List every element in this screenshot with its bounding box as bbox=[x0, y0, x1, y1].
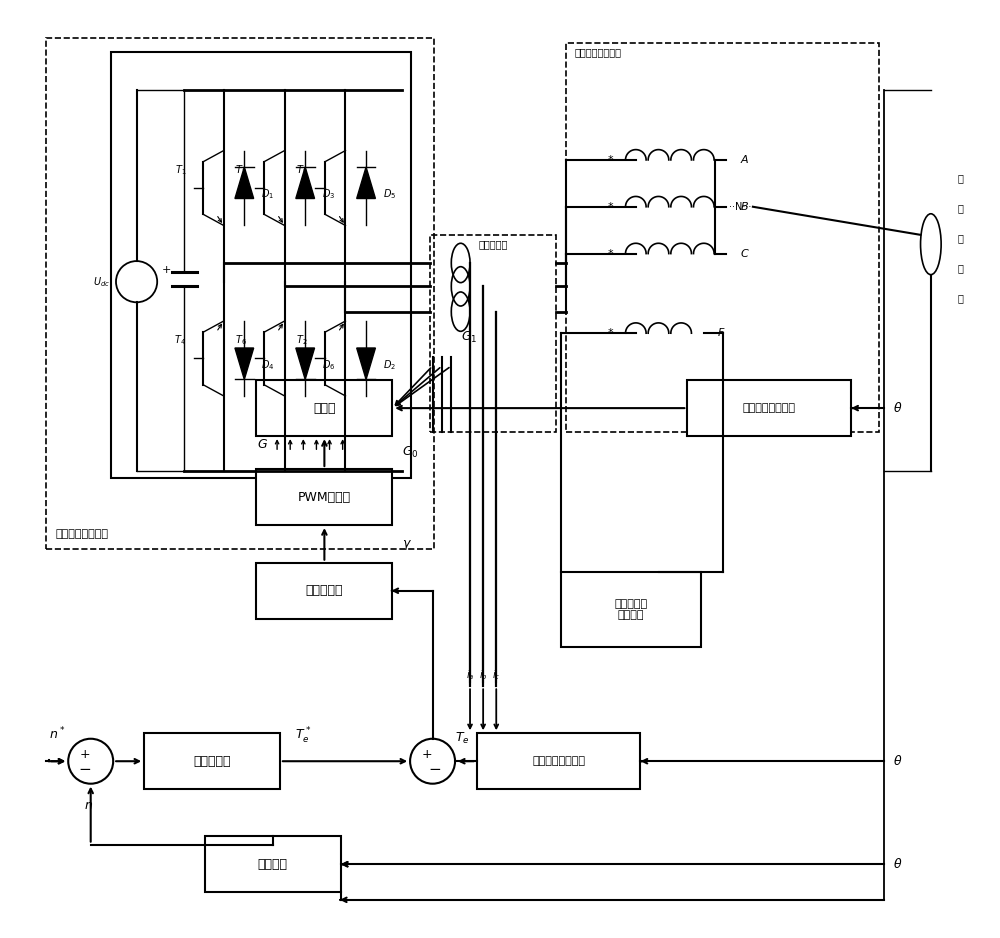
Text: 逻辑与: 逻辑与 bbox=[313, 401, 336, 415]
Text: $U_{dc}$: $U_{dc}$ bbox=[93, 275, 110, 289]
Text: +: + bbox=[80, 749, 90, 762]
Text: D$_3$: D$_3$ bbox=[322, 188, 335, 202]
Text: θ: θ bbox=[893, 857, 901, 870]
Text: +: + bbox=[422, 749, 432, 762]
Polygon shape bbox=[357, 167, 375, 199]
Bar bbox=[144, 734, 280, 789]
Bar bbox=[256, 469, 392, 525]
Text: 电励磁双凸极电机: 电励磁双凸极电机 bbox=[575, 48, 622, 57]
Text: 第一预设对应关系: 第一预设对应关系 bbox=[532, 756, 585, 766]
Text: 感: 感 bbox=[957, 264, 963, 274]
Text: 电流传感器: 电流传感器 bbox=[478, 239, 508, 250]
Text: θ: θ bbox=[893, 755, 901, 767]
Bar bbox=[46, 38, 434, 549]
Text: D$_2$: D$_2$ bbox=[383, 358, 396, 371]
Text: $T_e^*$: $T_e^*$ bbox=[295, 726, 312, 747]
Text: 转矩调节器: 转矩调节器 bbox=[306, 584, 343, 598]
Text: D$_5$: D$_5$ bbox=[383, 188, 396, 202]
Text: *: * bbox=[608, 202, 613, 212]
Text: B: B bbox=[741, 202, 748, 212]
Bar bbox=[561, 572, 701, 647]
Text: T$_5$: T$_5$ bbox=[296, 163, 308, 176]
Text: 转速调节器: 转速调节器 bbox=[193, 755, 231, 767]
Text: ··N···: ··N··· bbox=[729, 202, 752, 212]
Text: F: F bbox=[718, 328, 724, 339]
Text: $i_b$: $i_b$ bbox=[479, 668, 487, 682]
Polygon shape bbox=[296, 348, 315, 380]
Bar bbox=[477, 734, 640, 789]
Bar bbox=[111, 53, 411, 478]
Text: T$_3$: T$_3$ bbox=[235, 163, 247, 176]
Text: 不对称半桥
功率电路: 不对称半桥 功率电路 bbox=[615, 598, 648, 620]
Text: PWM发生器: PWM发生器 bbox=[298, 491, 351, 504]
Text: 转速计算: 转速计算 bbox=[258, 857, 288, 870]
Text: $G$: $G$ bbox=[257, 438, 268, 451]
Text: 位: 位 bbox=[957, 174, 963, 184]
Text: 置: 置 bbox=[957, 204, 963, 214]
Text: 第二预设对应关系: 第二预设对应关系 bbox=[743, 403, 796, 413]
Text: D$_1$: D$_1$ bbox=[261, 188, 274, 202]
Text: −: − bbox=[428, 763, 441, 778]
Bar bbox=[687, 380, 851, 436]
Bar bbox=[566, 43, 879, 431]
Text: $n$: $n$ bbox=[84, 798, 93, 811]
Text: T$_4$: T$_4$ bbox=[174, 333, 186, 347]
Text: *: * bbox=[608, 328, 613, 339]
Text: *: * bbox=[608, 249, 613, 259]
Bar bbox=[205, 836, 341, 892]
Polygon shape bbox=[235, 167, 254, 199]
Text: $i_a$: $i_a$ bbox=[466, 668, 474, 682]
Bar bbox=[256, 380, 392, 436]
Text: −: − bbox=[79, 763, 91, 778]
Text: $n^*$: $n^*$ bbox=[49, 726, 65, 743]
Text: *: * bbox=[608, 155, 613, 165]
Text: D$_4$: D$_4$ bbox=[261, 358, 275, 371]
Text: $G_1$: $G_1$ bbox=[461, 330, 477, 345]
Text: C: C bbox=[741, 249, 748, 259]
Text: +: + bbox=[162, 265, 171, 276]
Polygon shape bbox=[235, 348, 254, 380]
Text: γ: γ bbox=[402, 537, 409, 551]
Text: A: A bbox=[741, 155, 748, 165]
Text: $i_c$: $i_c$ bbox=[492, 668, 500, 682]
Text: θ: θ bbox=[893, 401, 901, 415]
Text: T$_2$: T$_2$ bbox=[296, 333, 308, 347]
Polygon shape bbox=[296, 167, 315, 199]
Text: 器: 器 bbox=[957, 294, 963, 304]
Text: $G_0$: $G_0$ bbox=[402, 445, 418, 461]
Bar bbox=[256, 563, 392, 619]
Text: T$_1$: T$_1$ bbox=[175, 163, 186, 176]
Text: 三相桥式功率电路: 三相桥式功率电路 bbox=[55, 529, 108, 539]
Bar bbox=[430, 234, 556, 431]
Text: $T_e$: $T_e$ bbox=[455, 731, 470, 747]
Text: 传: 传 bbox=[957, 234, 963, 244]
Text: D$_6$: D$_6$ bbox=[322, 358, 336, 371]
Polygon shape bbox=[357, 348, 375, 380]
Text: T$_6$: T$_6$ bbox=[235, 333, 247, 347]
